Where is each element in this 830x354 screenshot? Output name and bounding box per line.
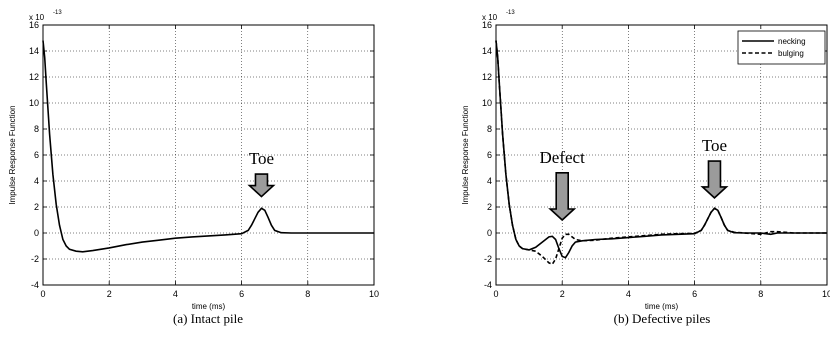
y-tick-label: 12 [29,72,39,82]
y-exponent-label: -13 [53,10,62,16]
chart-panel-b: 0 2 4 6 8 10 -4 -2 0 2 4 6 8 10 12 14 16x 10 -13 time (ms)… [461,10,830,326]
x-tick-label: 0 [493,289,498,299]
y-multiplier-label: x 10 [29,13,45,22]
annotation-arrow-icon [548,172,577,222]
y-tick-label: 2 [487,202,492,212]
x-tick-label: 2 [560,289,565,299]
y-exponent-label: -13 [506,10,515,16]
annotation-defect: Defect [540,148,586,167]
x-tick-label: 2 [107,289,112,299]
y-tick-label: 16 [482,20,492,30]
y-tick-label: 6 [34,150,39,160]
y-tick-label: 10 [482,98,492,108]
x-tick-label: 6 [692,289,697,299]
y-tick-label: 4 [34,176,39,186]
x-tick-label: 10 [822,289,830,299]
annotation-arrow-icon [247,173,276,198]
x-tick-label: 4 [626,289,631,299]
y-tick-label: 14 [29,46,39,56]
annotation-toe: Toe [249,149,274,168]
x-axis-label: time (ms) [645,302,679,311]
x-tick-label: 8 [758,289,763,299]
x-axis-label: time (ms) [192,302,226,311]
y-tick-label: 16 [29,20,39,30]
y-axis-label: Impulse Response Function [461,105,470,204]
x-tick-label: 8 [305,289,310,299]
figure-caption: (b) Defective piles [614,311,711,326]
x-tick-label: 6 [239,289,244,299]
y-tick-label: 6 [487,150,492,160]
annotation-arrow-icon [700,160,729,199]
y-tick-label: 10 [29,98,39,108]
y-tick-label: 0 [487,228,492,238]
x-tick-label: 0 [40,289,45,299]
y-tick-label: 4 [487,176,492,186]
figure-caption: (a) Intact pile [173,311,243,326]
y-tick-label: 14 [482,46,492,56]
legend-box [737,30,826,65]
legend-label-bulging: bulging [778,49,804,58]
y-tick-label: 2 [34,202,39,212]
y-tick-label: 0 [34,228,39,238]
legend: necking bulging [737,30,826,65]
x-tick-label: 4 [173,289,178,299]
y-tick-label: -4 [484,280,492,290]
chart-panel-a: 0 2 4 6 8 10 -4 -2 0 2 4 6 8 10 12 14 16x 10 -13 time (ms)… [8,10,379,326]
y-tick-label: 8 [487,124,492,134]
y-tick-label: -2 [31,254,39,264]
annotation-toe: Toe [702,136,727,155]
x-tick-label: 10 [369,289,379,299]
y-axis-label: Impulse Response Function [8,105,17,204]
y-tick-label: -4 [31,280,39,290]
series-line-bulging [495,40,827,266]
y-tick-label: 8 [34,124,39,134]
legend-label-necking: necking [778,37,806,46]
y-tick-label: 12 [482,72,492,82]
y-tick-label: -2 [484,254,492,264]
series-line-signal [42,40,374,253]
y-multiplier-label: x 10 [482,13,498,22]
